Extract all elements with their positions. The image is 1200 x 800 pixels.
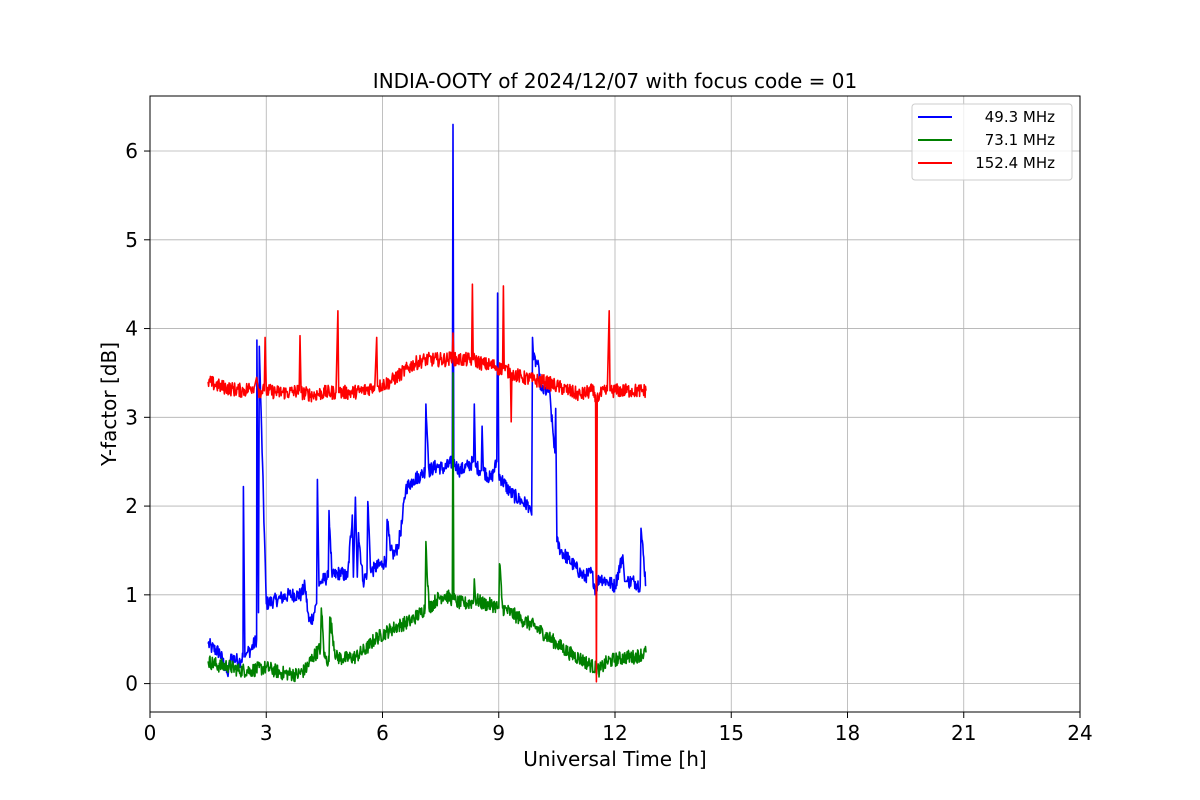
legend-label: 152.4 MHz <box>975 154 1055 172</box>
x-tick-label: 24 <box>1067 721 1092 745</box>
legend-label: 73.1 MHz <box>985 131 1055 149</box>
x-tick-label: 18 <box>835 721 860 745</box>
x-tick-label: 3 <box>260 721 273 745</box>
y-tick-label: 3 <box>125 405 138 429</box>
x-tick-label: 9 <box>492 721 505 745</box>
legend: 49.3 MHz 73.1 MHz 152.4 MHz <box>911 103 1073 181</box>
x-tick-label: 12 <box>602 721 627 745</box>
legend-label: 49.3 MHz <box>985 108 1055 126</box>
y-tick-label: 0 <box>125 672 138 696</box>
x-tick-label: 0 <box>144 721 157 745</box>
series-line-0 <box>207 123 647 678</box>
series-line-1 <box>207 372 647 683</box>
plot-lines <box>207 123 647 683</box>
y-axis-label: Y-factor [dB] <box>97 342 121 467</box>
y-tick-label: 5 <box>125 228 138 252</box>
series-line-2 <box>207 283 647 683</box>
y-tick-label: 2 <box>125 494 138 518</box>
y-tick-label: 4 <box>125 317 138 341</box>
x-tick-label: 21 <box>951 721 976 745</box>
x-axis-label: Universal Time [h] <box>523 747 706 771</box>
legend-box <box>911 103 1073 181</box>
chart-title: INDIA-OOTY of 2024/12/07 with focus code… <box>373 69 857 93</box>
y-tick-label: 1 <box>125 583 138 607</box>
y-tick-label: 6 <box>125 139 138 163</box>
x-tick-label: 6 <box>376 721 389 745</box>
x-tick-label: 15 <box>719 721 744 745</box>
